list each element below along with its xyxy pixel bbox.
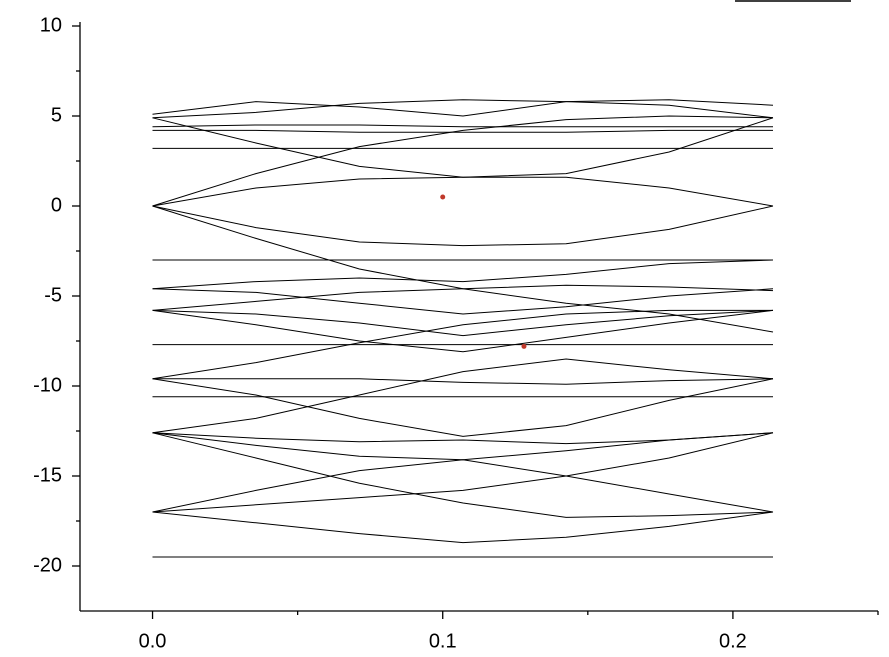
x-tick-label: 0.0 (139, 630, 167, 652)
band-line (152, 378, 774, 437)
y-tick-label: 10 (40, 14, 62, 36)
band-line (152, 124, 773, 128)
band-line (152, 176, 774, 207)
y-tick-label: 5 (51, 104, 62, 126)
band-line (152, 205, 774, 247)
band-line (152, 117, 774, 178)
band-line (152, 99, 774, 117)
band-line (152, 259, 774, 290)
band-line (152, 129, 773, 133)
band-line (152, 99, 774, 119)
band-line (152, 378, 774, 385)
point (521, 343, 527, 349)
band-line (152, 288, 774, 315)
band-line (152, 511, 774, 544)
band-line (152, 115, 774, 207)
band-line (152, 309, 773, 380)
y-tick-label: -5 (44, 284, 62, 306)
band-line (152, 459, 774, 513)
band-line (152, 432, 774, 445)
y-tick-label: 0 (51, 194, 62, 216)
y-tick-label: -10 (33, 374, 62, 396)
band-line (152, 205, 774, 333)
band-line (152, 309, 774, 337)
y-tick-label: -15 (33, 464, 62, 486)
x-tick-label: 0.2 (719, 630, 747, 652)
band-line (152, 432, 774, 518)
band-line (152, 432, 774, 513)
band-line (152, 358, 774, 434)
point (440, 194, 446, 200)
x-tick-label: 0.1 (429, 630, 457, 652)
band-line (152, 309, 774, 353)
y-tick-label: -20 (33, 554, 62, 576)
